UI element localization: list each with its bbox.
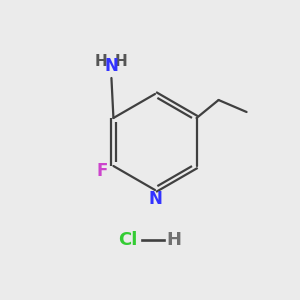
Text: Cl: Cl [118, 231, 138, 249]
Text: N: N [148, 190, 162, 208]
Text: H: H [95, 55, 108, 70]
Text: N: N [104, 57, 118, 75]
Text: H: H [115, 55, 128, 70]
Text: F: F [97, 162, 108, 180]
Text: H: H [167, 231, 182, 249]
